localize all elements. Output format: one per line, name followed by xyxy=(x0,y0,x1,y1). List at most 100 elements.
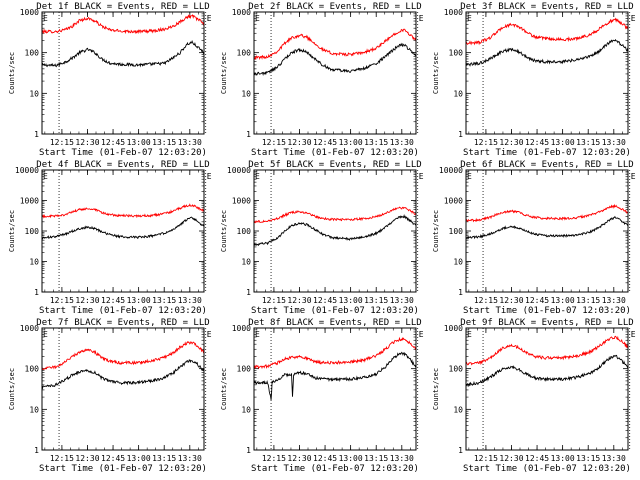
x-tick-label: 13:00 xyxy=(551,138,575,147)
y-tick-label: 10 xyxy=(241,89,251,98)
x-tick-label: 13:00 xyxy=(127,454,151,463)
x-tick-label: 13:15 xyxy=(576,138,600,147)
events-series-line xyxy=(42,359,204,390)
y-tick-label: 1 xyxy=(34,130,39,139)
lld-series-line xyxy=(254,206,416,224)
x-tick-label: 13:00 xyxy=(127,138,151,147)
x-tick-label: 12:30 xyxy=(287,296,311,305)
x-tick-label: 13:15 xyxy=(152,296,176,305)
plot-frame xyxy=(253,169,417,293)
corner-marker-left: E xyxy=(467,14,472,23)
panel-3: Det 3f BLACK = Events, RED = LLD 1 10 100 10… xyxy=(432,2,636,158)
y-axis-label: Counts/sec xyxy=(8,368,16,410)
events-series-line xyxy=(254,42,416,77)
plot-frame xyxy=(465,327,629,451)
y-tick-label: 1000 xyxy=(444,324,463,333)
y-axis-label: Counts/sec xyxy=(8,52,16,94)
plot-frame xyxy=(253,327,417,451)
y-tick-label: 1000 xyxy=(20,324,39,333)
panel-title: Det 9f BLACK = Events, RED = LLD xyxy=(460,318,633,328)
y-tick-label: 1 xyxy=(458,288,463,297)
events-series-line xyxy=(466,354,628,388)
x-tick-label: 13:15 xyxy=(576,296,600,305)
y-tick-label: 10 xyxy=(241,258,251,267)
x-tick-label: 13:30 xyxy=(390,454,414,463)
x-tick-label: 12:30 xyxy=(499,138,523,147)
x-axis-label: Start Time (01-Feb-07 12:03:20) xyxy=(251,464,419,474)
y-tick-label: 10 xyxy=(453,89,463,98)
corner-marker-right: E xyxy=(419,172,424,181)
x-tick-label: 12:30 xyxy=(75,138,99,147)
y-tick-label: 1000 xyxy=(20,8,39,17)
x-tick-label: 13:30 xyxy=(390,296,414,305)
y-axis-label: Counts/sec xyxy=(220,368,228,410)
y-tick-label: 1000 xyxy=(232,324,251,333)
x-tick-label: 13:30 xyxy=(602,138,626,147)
x-tick-label: 12:15 xyxy=(262,138,286,147)
x-tick-label: 12:45 xyxy=(101,454,125,463)
panel-2: Det 2f BLACK = Events, RED = LLD 1 10 100 10… xyxy=(220,2,424,158)
x-axis-label: Start Time (01-Feb-07 12:03:20) xyxy=(39,464,207,474)
x-tick-label: 13:00 xyxy=(551,296,575,305)
x-tick-label: 13:30 xyxy=(390,138,414,147)
x-axis-label: Start Time (01-Feb-07 12:03:20) xyxy=(463,148,631,158)
plot-frame xyxy=(465,11,629,135)
y-tick-label: 100 xyxy=(25,227,40,236)
x-tick-label: 12:15 xyxy=(262,296,286,305)
corner-marker-left: E xyxy=(255,14,260,23)
x-tick-label: 13:00 xyxy=(127,296,151,305)
panel-8: Det 8f BLACK = Events, RED = LLD 1 10 100 10… xyxy=(220,318,424,474)
x-tick-label: 12:15 xyxy=(50,296,74,305)
x-tick-label: 13:00 xyxy=(551,454,575,463)
lld-series-line xyxy=(42,203,204,219)
x-tick-label: 13:30 xyxy=(602,296,626,305)
x-tick-label: 12:45 xyxy=(313,138,337,147)
x-tick-label: 12:45 xyxy=(313,454,337,463)
y-tick-label: 1 xyxy=(34,288,39,297)
panel-6: Det 6f BLACK = Events, RED = LLD 1 10 100 10… xyxy=(432,160,636,316)
panel-title: Det 8f BLACK = Events, RED = LLD xyxy=(248,318,421,328)
x-axis-label: Start Time (01-Feb-07 12:03:20) xyxy=(463,464,631,474)
y-axis-label: Counts/sec xyxy=(8,210,16,252)
events-series-line xyxy=(42,216,204,240)
corner-marker-left: E xyxy=(43,14,48,23)
x-axis-label: Start Time (01-Feb-07 12:03:20) xyxy=(463,306,631,316)
panel-title: Det 2f BLACK = Events, RED = LLD xyxy=(248,2,421,12)
x-tick-label: 12:45 xyxy=(313,296,337,305)
x-tick-label: 13:00 xyxy=(339,138,363,147)
lld-series-line xyxy=(466,203,628,223)
y-tick-label: 100 xyxy=(449,49,464,58)
y-tick-label: 10000 xyxy=(15,166,39,175)
panel-title: Det 6f BLACK = Events, RED = LLD xyxy=(460,160,633,170)
x-axis-label: Start Time (01-Feb-07 12:03:20) xyxy=(39,148,207,158)
x-axis-label: Start Time (01-Feb-07 12:03:20) xyxy=(39,306,207,316)
y-axis-label: Counts/sec xyxy=(220,52,228,94)
y-tick-label: 10 xyxy=(29,258,39,267)
y-tick-label: 1000 xyxy=(444,8,463,17)
x-tick-label: 13:15 xyxy=(152,138,176,147)
x-tick-label: 13:30 xyxy=(178,138,202,147)
corner-marker-right: E xyxy=(631,172,636,181)
corner-marker-left: E xyxy=(255,330,260,339)
corner-marker-left: E xyxy=(467,172,472,181)
x-tick-label: 12:45 xyxy=(525,138,549,147)
panel-9: Det 9f BLACK = Events, RED = LLD 1 10 100 10… xyxy=(432,318,636,474)
lld-series-line xyxy=(466,17,628,46)
corner-marker-left: E xyxy=(43,330,48,339)
y-tick-label: 100 xyxy=(237,227,252,236)
x-tick-label: 12:30 xyxy=(287,454,311,463)
x-tick-label: 12:15 xyxy=(474,296,498,305)
y-tick-label: 1 xyxy=(34,446,39,455)
plot-frame xyxy=(41,327,205,451)
x-tick-label: 12:45 xyxy=(101,296,125,305)
y-tick-label: 100 xyxy=(25,49,40,58)
x-tick-label: 12:15 xyxy=(262,454,286,463)
x-axis-label: Start Time (01-Feb-07 12:03:20) xyxy=(251,148,419,158)
events-series-line xyxy=(466,215,628,240)
y-tick-label: 1 xyxy=(246,288,251,297)
corner-marker-right: E xyxy=(207,172,212,181)
x-tick-label: 12:45 xyxy=(101,138,125,147)
x-tick-label: 12:30 xyxy=(75,296,99,305)
y-tick-label: 100 xyxy=(449,227,464,236)
